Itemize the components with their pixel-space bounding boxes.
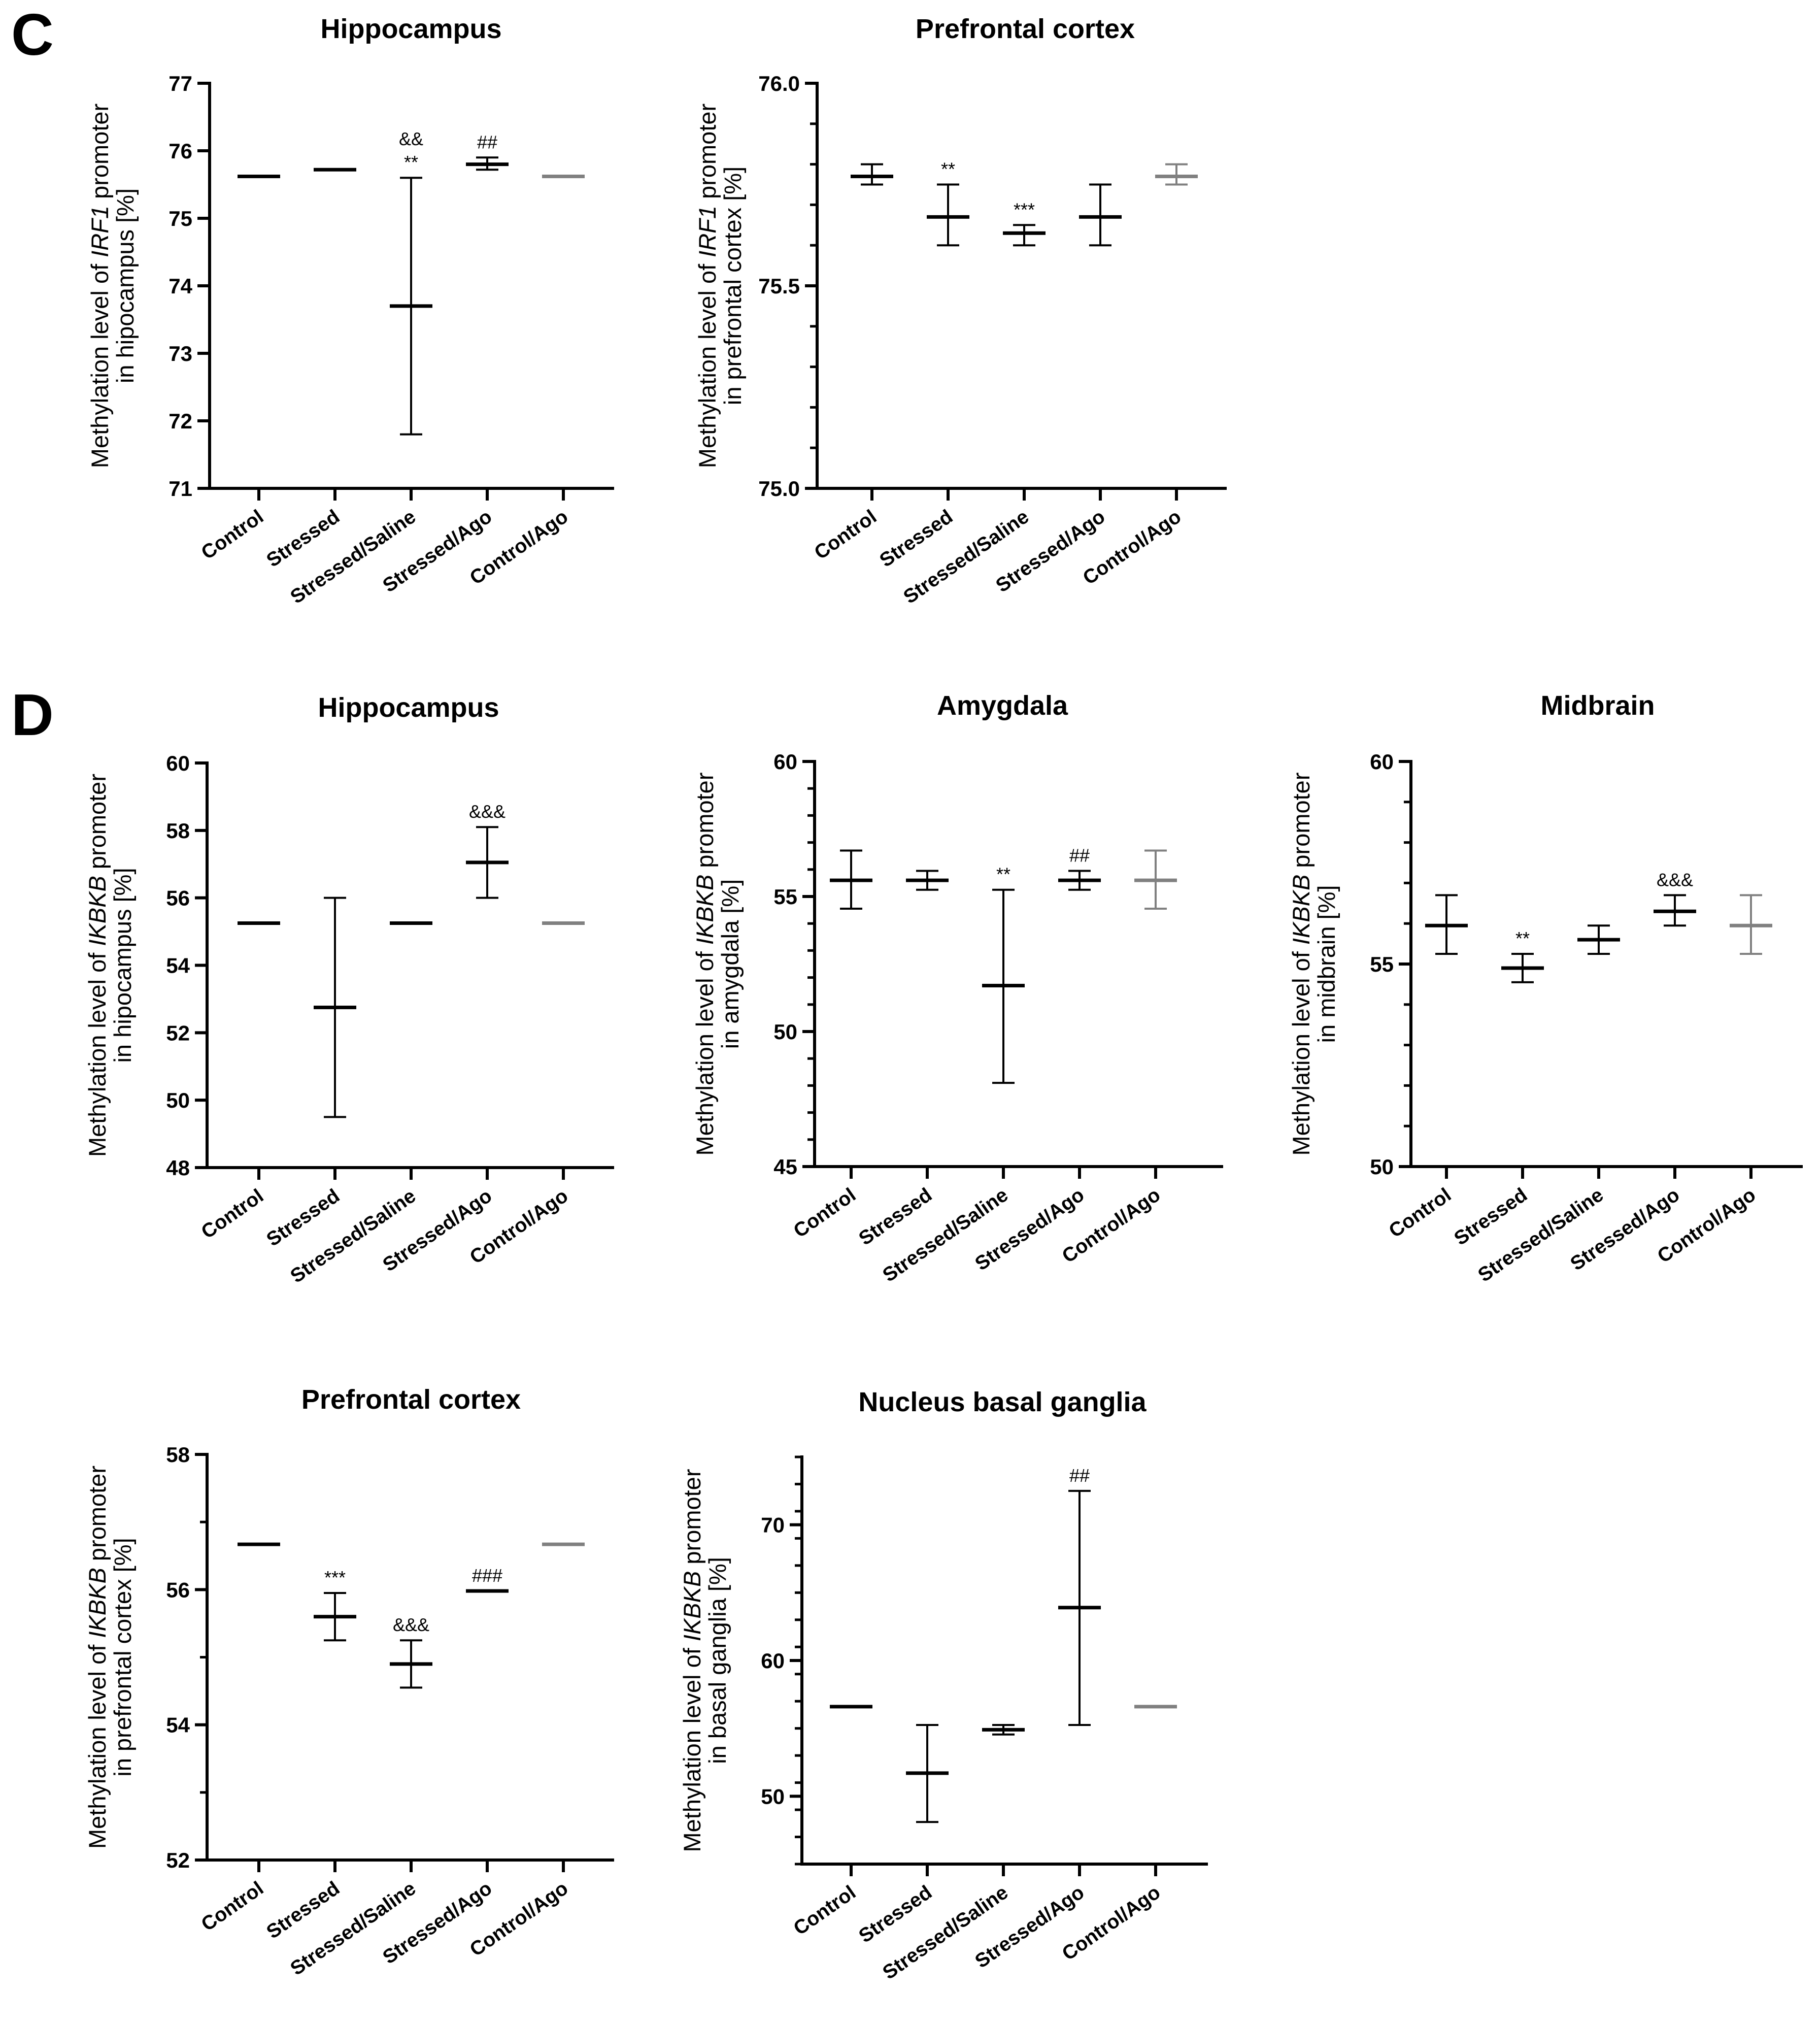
category-label: Control <box>197 1877 267 1936</box>
significance-annotation: &&& <box>393 1614 429 1635</box>
y-axis-label: Methylation level of IRF1 promoter <box>86 104 113 468</box>
chart-c-prefrontal-cortex: Prefrontal cortex 75.0 75.5 76.0 Methylation… <box>694 14 1227 608</box>
y-axis-label: in basal ganglia [%] <box>704 1557 731 1764</box>
y-tick-label: 75.5 <box>758 274 800 298</box>
section-label-d: D <box>11 682 54 748</box>
chart-title: Nucleus basal ganglia <box>858 1387 1147 1417</box>
chart-d-prefrontal-cortex: Prefrontal cortex 52 54 56 58 Methylation lev… <box>84 1384 614 1980</box>
y-axis-label: in midbrain [%] <box>1313 885 1340 1043</box>
y-tick-label: 60 <box>166 751 190 775</box>
y-tick-label: 45 <box>773 1155 797 1179</box>
chart-title: Amygdala <box>937 690 1068 721</box>
y-tick-label: 54 <box>166 1713 190 1737</box>
y-tick-label: 71 <box>168 477 192 501</box>
y-tick-label: 70 <box>761 1513 785 1537</box>
y-axis-label: Methylation level of IKBKB promoter <box>1288 773 1315 1156</box>
category-label: Control <box>197 506 267 564</box>
y-axis-label: in prefrontal cortex [%] <box>109 1538 136 1776</box>
category-label: Stressed/Saline <box>879 1881 1013 1984</box>
significance-annotation: &&& <box>469 801 505 822</box>
category-label: Control <box>197 1185 267 1243</box>
y-tick-label: 50 <box>1370 1155 1394 1179</box>
y-axis-label: Methylation level of IKBKB promoter <box>679 1469 705 1852</box>
chart-title: Midbrain <box>1541 690 1655 721</box>
y-axis-label: Methylation level of IKBKB promoter <box>84 774 111 1157</box>
y-tick-label: 75 <box>168 207 192 230</box>
y-tick-label: 50 <box>761 1784 785 1808</box>
y-axis-label: in amygdala [%] <box>717 879 744 1049</box>
chart-title: Hippocampus <box>320 14 501 44</box>
significance-annotation: ## <box>1069 1465 1090 1486</box>
significance-annotation: ## <box>1069 845 1090 866</box>
category-label: Control <box>790 1881 860 1940</box>
significance-annotation: ** <box>404 152 418 173</box>
y-tick-label: 48 <box>166 1156 190 1180</box>
significance-annotation: ** <box>996 864 1010 885</box>
chart-c-hippocampus: Hippocampus 71 72 73 74 75 76 77 Methylation lev… <box>86 14 614 608</box>
chart-d-hippocampus: Hippocampus 48 50 52 54 56 58 60 Methylation lev… <box>84 692 614 1287</box>
y-tick-label: 72 <box>168 409 192 433</box>
significance-annotation: &&& <box>1657 869 1693 890</box>
y-tick-label: 73 <box>168 342 192 366</box>
y-axis-label: Methylation level of IRF1 promoter <box>694 104 721 468</box>
chart-title: Prefrontal cortex <box>916 14 1135 44</box>
y-tick-label: 60 <box>773 750 797 774</box>
y-tick-label: 76.0 <box>758 72 800 95</box>
y-axis-label: in hipocampus [%] <box>112 188 139 383</box>
y-tick-label: 77 <box>168 72 192 95</box>
category-label: Control <box>790 1184 860 1242</box>
category-label: Stressed/Saline <box>1474 1184 1608 1286</box>
category-label: Stressed/Saline <box>900 506 1033 608</box>
y-tick-label: 52 <box>166 1021 190 1045</box>
category-label: Stressed/Saline <box>287 506 420 608</box>
category-label: Stressed/Saline <box>287 1877 420 1980</box>
y-tick-label: 58 <box>166 1443 190 1467</box>
y-tick-label: 75.0 <box>758 477 800 501</box>
y-axis-label: Methylation level of IKBKB promoter <box>84 1466 111 1849</box>
y-tick-label: 60 <box>1370 750 1394 774</box>
y-tick-label: 58 <box>166 819 190 843</box>
y-axis-label: Methylation level of IKBKB promoter <box>691 773 718 1156</box>
y-tick-label: 55 <box>773 885 797 909</box>
y-tick-label: 50 <box>166 1088 190 1112</box>
y-tick-label: 56 <box>166 1578 190 1602</box>
significance-annotation: *** <box>324 1567 346 1588</box>
significance-annotation: ** <box>941 159 955 180</box>
section-label-c: C <box>11 2 54 68</box>
significance-annotation: && <box>399 128 423 149</box>
category-label: Control <box>1385 1184 1455 1242</box>
y-tick-label: 60 <box>761 1649 785 1673</box>
y-tick-label: 50 <box>773 1020 797 1044</box>
y-tick-label: 54 <box>166 954 190 978</box>
category-label: Stressed/Saline <box>879 1184 1013 1286</box>
y-tick-label: 74 <box>168 274 192 298</box>
significance-annotation: ** <box>1515 928 1530 949</box>
significance-annotation: ## <box>477 131 497 152</box>
category-label: Control <box>811 506 881 564</box>
significance-annotation: *** <box>1014 199 1035 220</box>
significance-annotation: ### <box>472 1565 502 1586</box>
y-tick-label: 76 <box>168 139 192 163</box>
y-tick-label: 56 <box>166 886 190 910</box>
chart-d-amygdala: Amygdala 45 50 55 60 Methylation level of IKB… <box>691 690 1223 1286</box>
y-tick-label: 55 <box>1370 952 1394 976</box>
chart-title: Hippocampus <box>318 692 499 723</box>
category-label: Stressed/Saline <box>287 1185 420 1287</box>
y-axis-label: in prefrontal cortex [%] <box>719 167 746 405</box>
y-axis-label: in hipocampus [%] <box>109 868 136 1063</box>
chart-d-nucleus-basal-ganglia: Nucleus basal ganglia 50 60 70 Methylation l… <box>679 1387 1208 1984</box>
chart-title: Prefrontal cortex <box>301 1384 521 1415</box>
y-tick-label: 52 <box>166 1848 190 1872</box>
chart-d-midbrain: Midbrain 50 55 60 Methylation level of IKBKB… <box>1288 690 1803 1286</box>
